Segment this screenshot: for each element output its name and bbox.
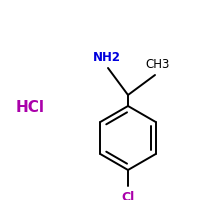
Text: HCl: HCl xyxy=(16,100,44,116)
Text: Cl: Cl xyxy=(121,191,135,200)
Text: CH3: CH3 xyxy=(146,58,170,71)
Text: NH2: NH2 xyxy=(93,51,121,64)
